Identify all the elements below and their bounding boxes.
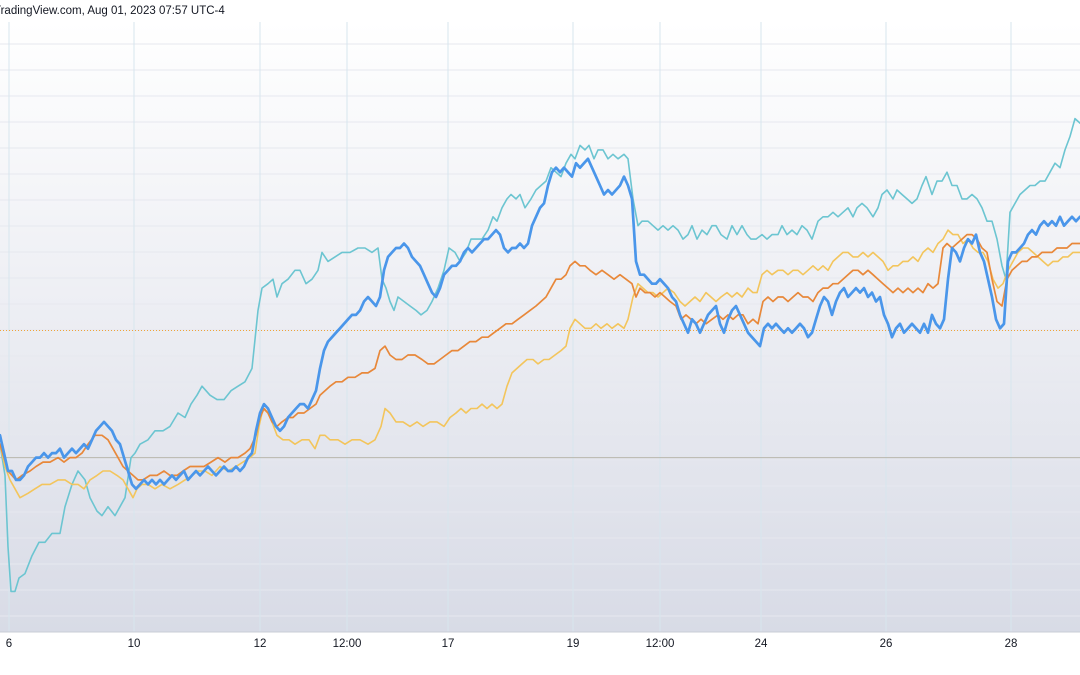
series-line-3 (0, 233, 1080, 481)
time-tick-label: 12:00 (646, 638, 675, 650)
series-lines (0, 117, 1080, 593)
time-axis-labels: 6 10 12 12:00 17 19 12:00 24 26 28 (6, 638, 1018, 650)
series-line-4 (0, 157, 1080, 491)
time-tick-label: 26 (880, 638, 893, 650)
chart-attribution: TradingView.com, Aug 01, 2023 07:57 UTC-… (0, 5, 225, 17)
time-tick-label: 12:00 (333, 638, 362, 650)
time-tick-label: 17 (442, 638, 455, 650)
time-tick-label: 24 (755, 638, 768, 650)
time-tick-label: 12 (254, 638, 267, 650)
time-axis-background (0, 632, 1080, 675)
plot-background (0, 22, 1080, 632)
time-tick-label: 10 (128, 638, 141, 650)
series-line-1 (0, 117, 1080, 593)
time-tick-label: 19 (567, 638, 580, 650)
series-line-2 (0, 229, 1080, 499)
vertical-gridlines (8, 22, 1012, 632)
time-tick-label: 28 (1005, 638, 1018, 650)
time-tick-label: 6 (6, 638, 12, 650)
